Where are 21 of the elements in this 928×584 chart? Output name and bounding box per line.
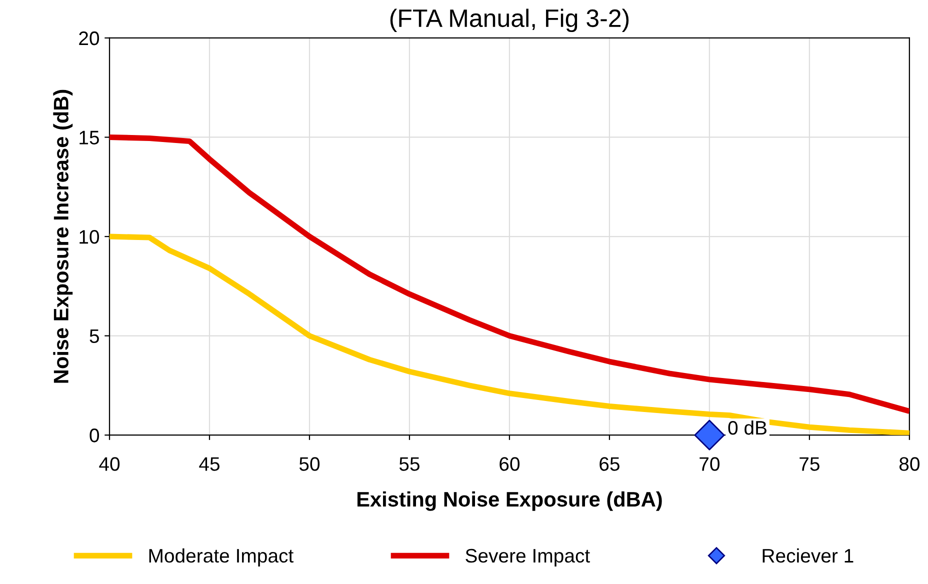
data-label: 0 dB: [728, 420, 766, 435]
x-axis-title: Existing Noise Exposure (dBA): [357, 491, 662, 511]
x-tick-label: 75: [800, 457, 820, 471]
x-tick-label: 45: [199, 457, 220, 471]
legend-label: Reciever 1: [762, 548, 854, 563]
chart-title: (FTA Manual, Fig 3-2): [390, 8, 629, 32]
x-tick-label: 70: [700, 457, 720, 471]
x-tick-label: 40: [99, 457, 120, 471]
y-tick-label: 20: [79, 31, 100, 46]
y-tick-label: 0: [90, 428, 100, 442]
legend-label: Severe Impact: [466, 548, 590, 566]
x-tick-label: 60: [500, 457, 520, 471]
y-tick-label: 5: [90, 329, 99, 344]
x-tick-label: 55: [399, 457, 420, 471]
x-tick-label: 80: [899, 457, 920, 471]
x-tick-label: 65: [600, 457, 620, 471]
x-tick-label: 50: [299, 457, 320, 471]
y-tick-label: 15: [80, 130, 99, 144]
y-axis-title: Noise Exposure Increase (dB): [53, 90, 73, 383]
y-tick-label: 10: [80, 230, 100, 244]
legend-label: Moderate Impact: [149, 548, 294, 566]
